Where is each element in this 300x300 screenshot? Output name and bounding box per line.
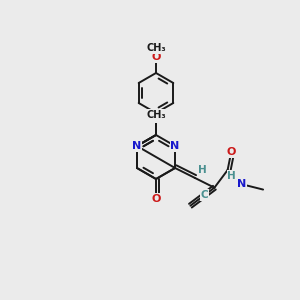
Text: N: N: [170, 141, 180, 151]
Text: O: O: [151, 112, 161, 122]
Text: H: H: [198, 165, 207, 175]
Text: N: N: [132, 141, 142, 151]
Text: O: O: [151, 194, 161, 204]
Text: C: C: [201, 190, 208, 200]
Text: CH₃: CH₃: [146, 43, 166, 53]
Text: N: N: [237, 179, 246, 189]
Text: O: O: [226, 147, 236, 158]
Text: O: O: [151, 52, 161, 62]
Text: H: H: [227, 171, 236, 181]
Text: CH₃: CH₃: [146, 110, 166, 120]
